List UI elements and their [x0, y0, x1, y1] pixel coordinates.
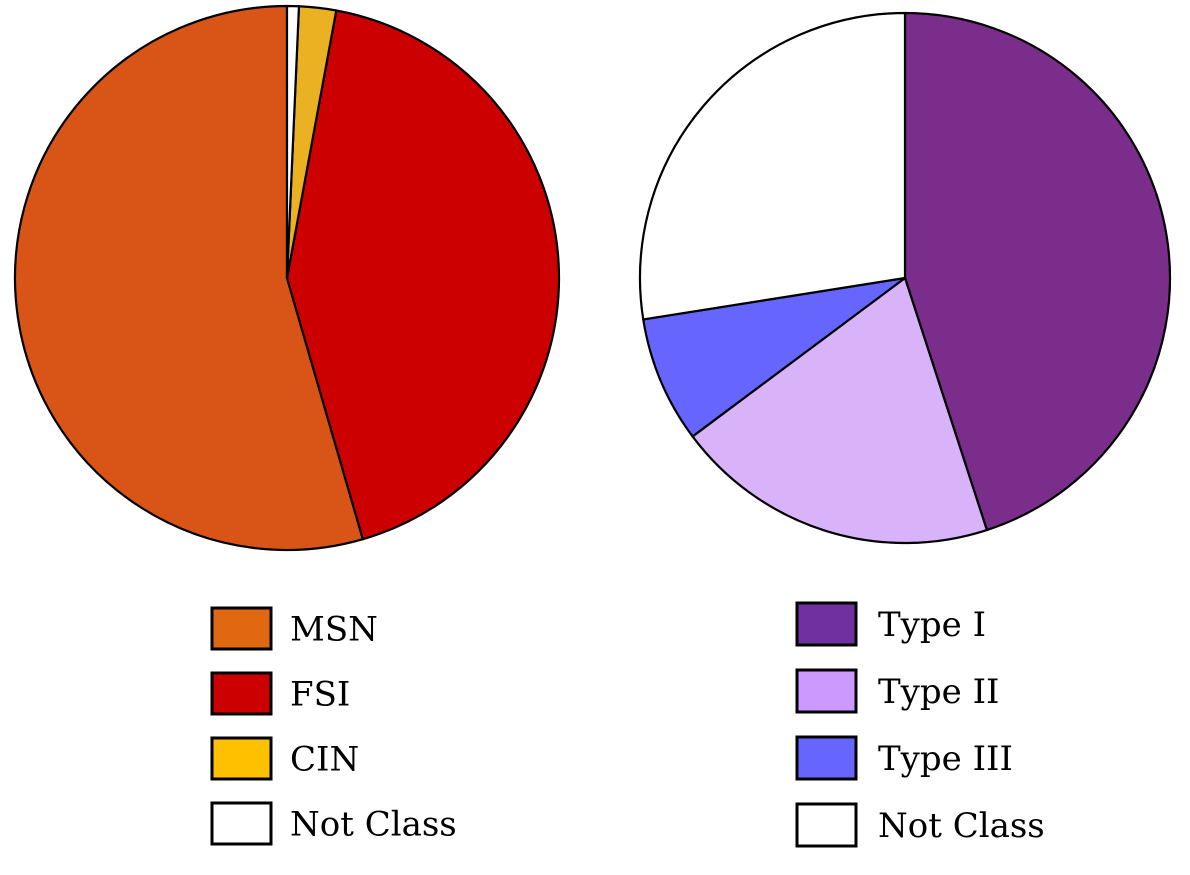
- pie-slice-type-ii: [691, 276, 988, 545]
- legend-swatch-msn: [210, 606, 273, 651]
- legend-swatch-type-iii: [795, 735, 858, 781]
- pie-slice-type-iii: [642, 276, 907, 438]
- pie-slice-fsi: [285, 9, 561, 541]
- legend-swatch-not-class: [795, 802, 858, 848]
- legend-swatch-type-i: [795, 601, 858, 647]
- pie-slice-not-class: [638, 11, 907, 321]
- legend-label-type-i: Type I: [878, 605, 986, 645]
- legend-label-type-iii: Type III: [878, 739, 1013, 779]
- legend-label-not-class: Not Class: [878, 806, 1045, 846]
- pie-slice-msn: [13, 4, 364, 552]
- legend-label-msn: MSN: [290, 610, 378, 650]
- legend-neuron-type: Type I Type II Type III Not Class: [795, 601, 1045, 848]
- pie-chart-neuron-class: [13, 4, 561, 552]
- legend-swatch-cin: [210, 736, 273, 781]
- legend-swatch-type-ii: [795, 668, 858, 714]
- pie-slice-not-class: [285, 4, 301, 280]
- legend-label-fsi: FSI: [290, 675, 350, 715]
- legend-neuron-class: MSN FSI CIN Not Class: [210, 606, 457, 846]
- legend-swatch-fsi: [210, 671, 273, 716]
- legend-label-not-class: Not Class: [290, 805, 457, 845]
- legend-label-type-ii: Type II: [878, 672, 999, 712]
- legend-label-cin: CIN: [290, 740, 359, 780]
- legend-swatch-not-class: [210, 801, 273, 846]
- pie-slice-type-i: [903, 11, 1172, 532]
- pie-chart-neuron-type: [638, 11, 1172, 545]
